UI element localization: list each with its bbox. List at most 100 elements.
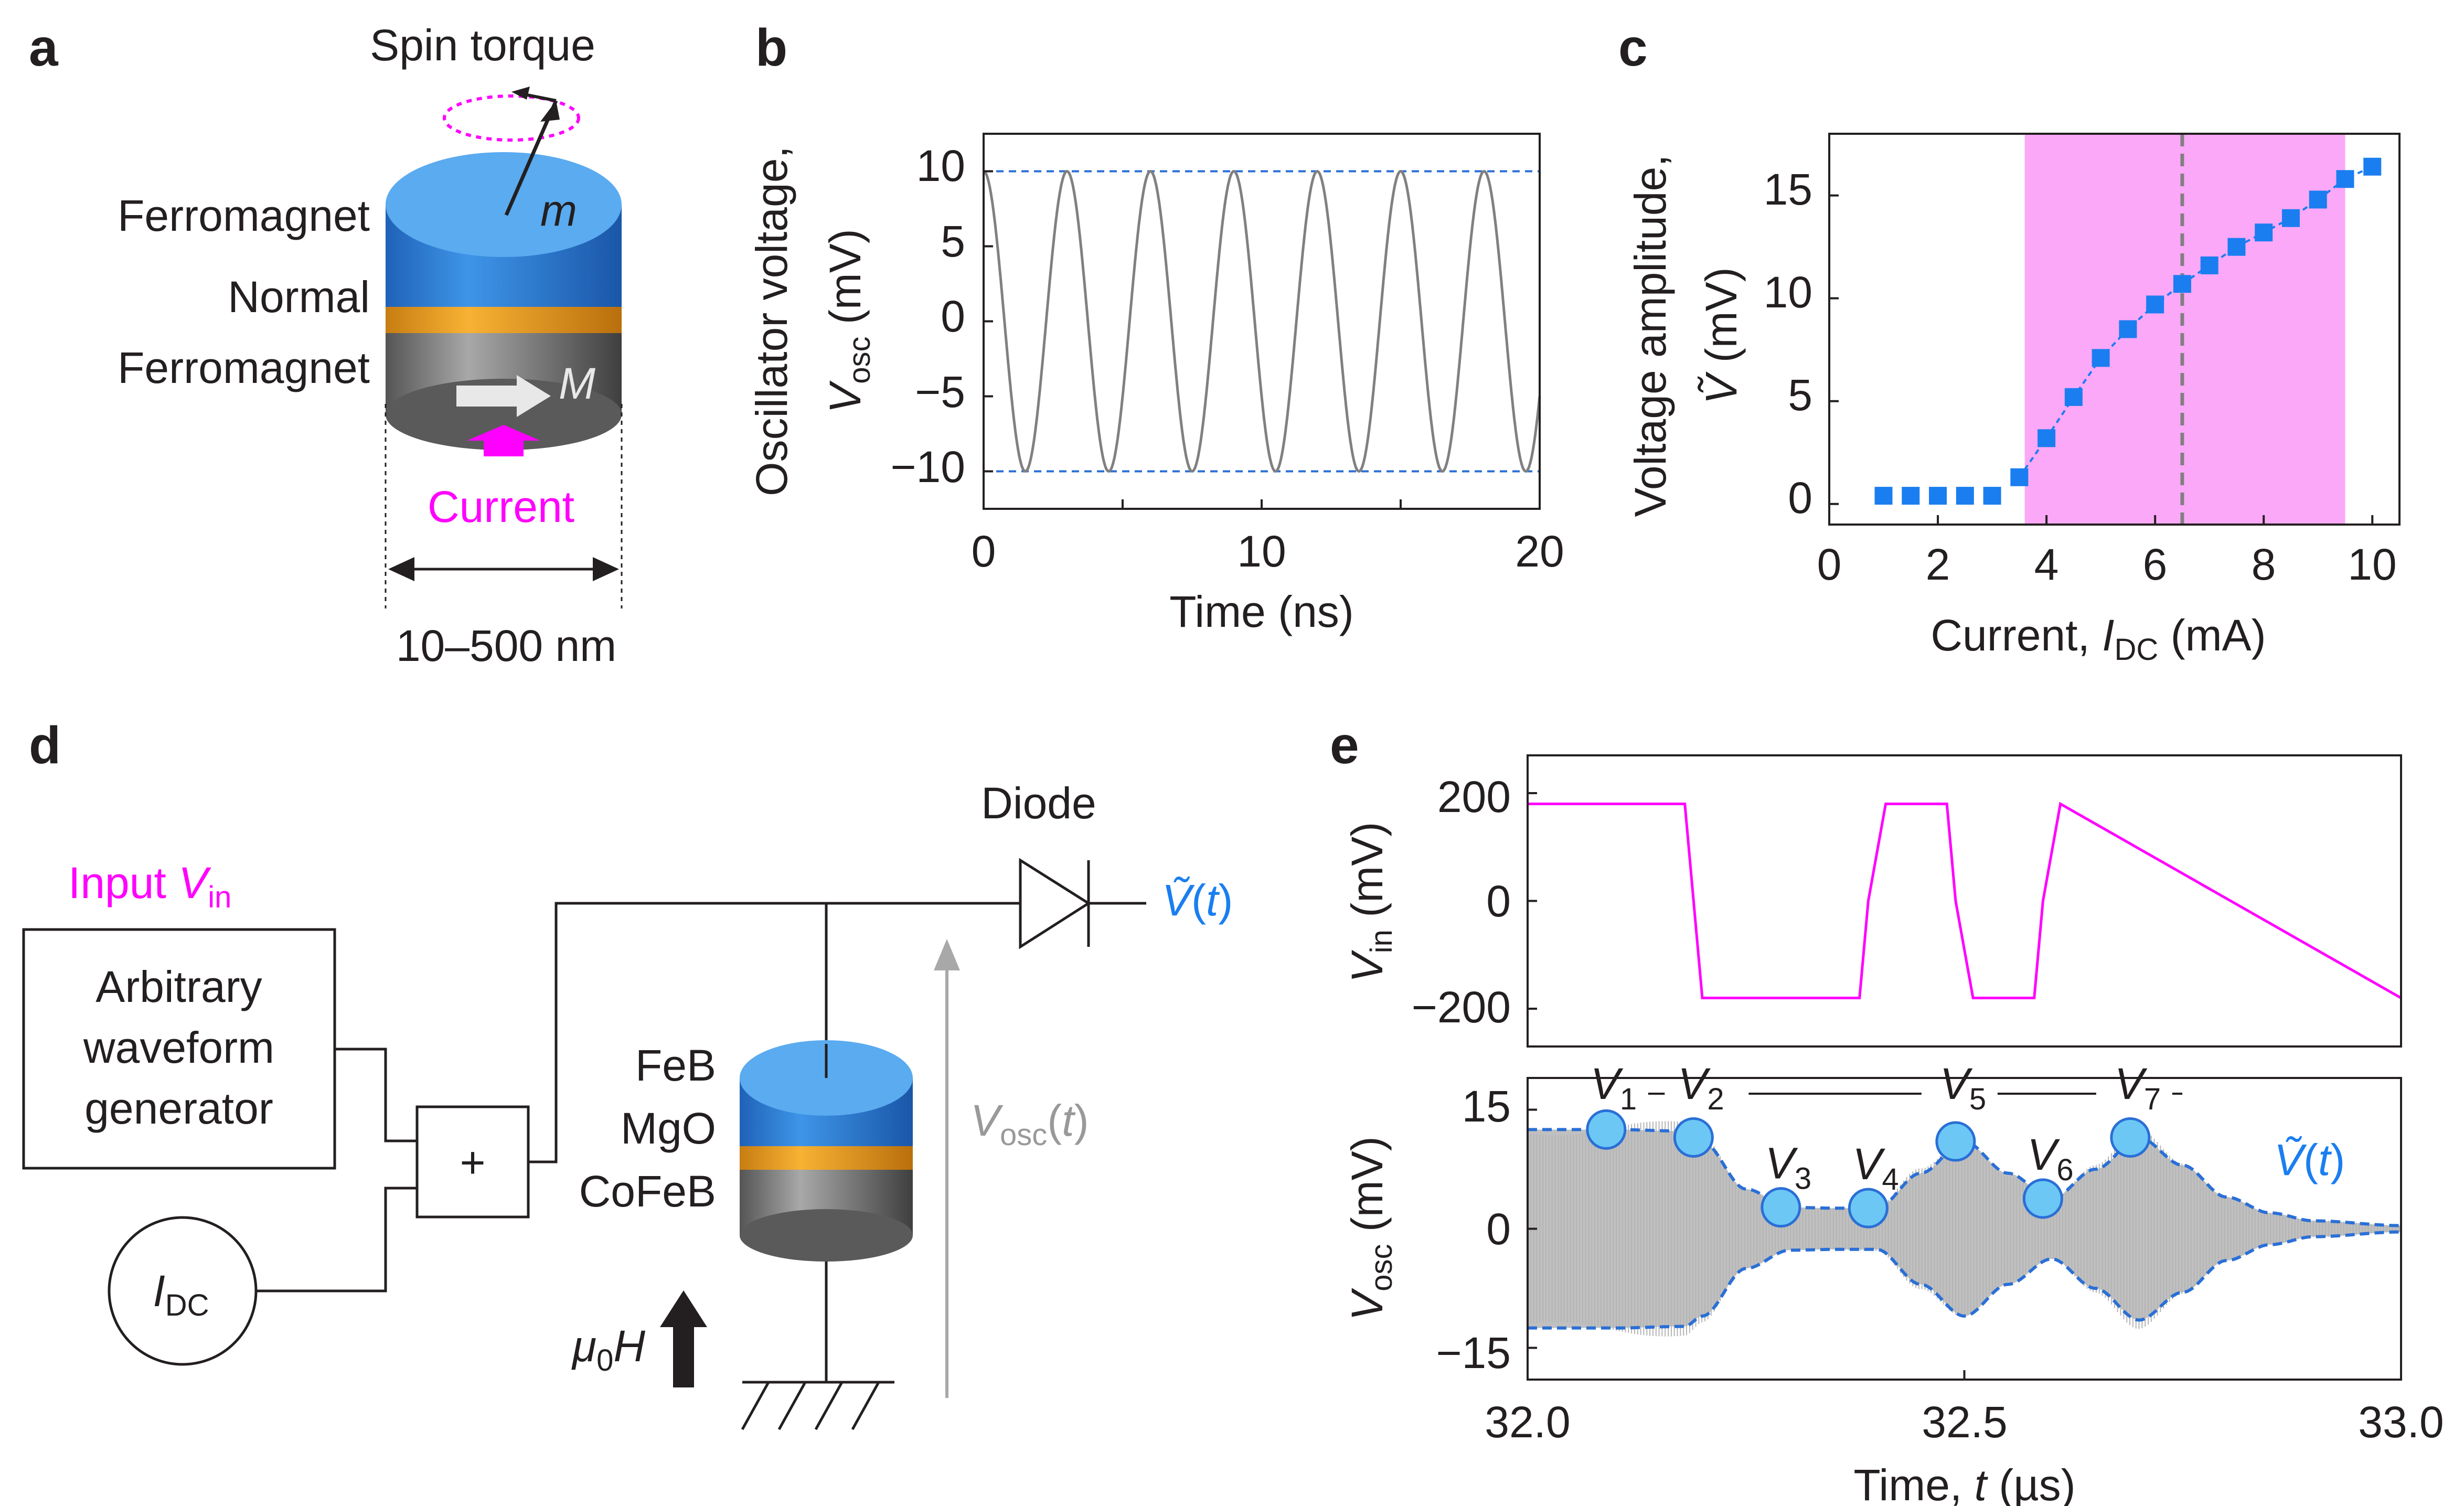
- point-label-3: V3: [1765, 1139, 1811, 1196]
- c-ytick-3: 15: [1764, 165, 1812, 214]
- envelope-point-1: [1586, 1109, 1627, 1150]
- panel-c-label: c: [1618, 18, 1648, 77]
- panel-e-top-plot: [1528, 792, 2402, 1010]
- envelope-point-6: [2022, 1178, 2063, 1219]
- current-arrow: [467, 425, 540, 456]
- idc-label: IDC: [153, 1266, 209, 1322]
- e-xtick-1: 32.5: [1922, 1397, 2008, 1447]
- data-point-1: [1902, 487, 1920, 505]
- c-ylabel-symbol: Ṽ (mV): [1697, 267, 1746, 404]
- b-ylabel-symbol: Vosc (mV): [820, 229, 877, 413]
- c-xtick-1: 2: [1926, 540, 1950, 589]
- wire-adder-node: [528, 902, 1020, 1163]
- envelope-point-4: [1848, 1188, 1889, 1229]
- panel-b: b 0 10 20 10 5 0 −5 −10 Time (ns) Oscill…: [747, 18, 1564, 636]
- e-top-ylabel: Vin (mV): [1342, 822, 1399, 982]
- m-label: m: [540, 186, 577, 235]
- e-bot-ytick-1: 0: [1486, 1204, 1511, 1254]
- e-bot-ytick-2: −15: [1436, 1328, 1511, 1377]
- panel-c-frame: [1828, 133, 2401, 526]
- adder-symbol: +: [460, 1138, 485, 1187]
- layer-normal: Normal: [228, 272, 370, 322]
- envelope-label: Ṽ(t): [2274, 1135, 2345, 1184]
- data-point-16: [2309, 190, 2327, 209]
- point-label-6: V6: [2027, 1130, 2073, 1187]
- size-arrowhead-right: [593, 557, 619, 581]
- vosc-label: Vosc(t): [970, 1096, 1089, 1152]
- e-xtick-0: 32.0: [1485, 1397, 1571, 1447]
- size-arrowhead-left: [388, 557, 414, 581]
- data-point-11: [2173, 275, 2191, 293]
- data-point-17: [2336, 170, 2354, 188]
- awg-line2: waveform: [83, 1023, 274, 1072]
- c-ytick-2: 10: [1764, 268, 1812, 317]
- panel-a-label: a: [29, 18, 59, 77]
- panel-b-label: b: [755, 18, 787, 77]
- data-point-0: [1874, 487, 1893, 505]
- b-xtick-1: 10: [1237, 527, 1286, 576]
- b-ylabel: Oscillator voltage,: [747, 146, 796, 496]
- panel-e-label: e: [1330, 716, 1359, 775]
- e-bot-ylabel: Vosc (mV): [1342, 1136, 1399, 1321]
- data-point-13: [2227, 238, 2246, 256]
- data-point-2: [1929, 487, 1947, 505]
- b-xtick-0: 0: [972, 527, 996, 576]
- current-label: Current: [428, 482, 574, 531]
- wire-awg-adder: [335, 1048, 417, 1142]
- data-point-18: [2363, 157, 2382, 176]
- panel-c-plot: [1828, 134, 2382, 525]
- e-top-ytick-2: −200: [1412, 982, 1511, 1032]
- b-ytick-0: 10: [916, 141, 965, 190]
- c-ylabel: Voltage amplitude,: [1626, 154, 1675, 517]
- M-label: M: [559, 359, 595, 408]
- panel-e-bottom-frame: [1527, 1077, 2402, 1381]
- envelope-point-2: [1673, 1117, 1714, 1158]
- spin-torque-label: Spin torque: [370, 20, 595, 70]
- layer-ferromagnet-top: Ferromagnet: [118, 191, 370, 240]
- fixed-magnetization-arrowhead: [517, 375, 551, 417]
- panel-b-frame: [983, 133, 1541, 510]
- input-vin-label: Input Vin: [68, 858, 231, 914]
- vin-trace: [1528, 802, 2402, 999]
- wire-idc-adder: [256, 1187, 417, 1293]
- b-ytick-2: 0: [941, 292, 965, 341]
- precession-orbit: [443, 94, 580, 142]
- header-band: [1537, 1067, 2167, 1107]
- c-xtick-0: 0: [1817, 540, 1842, 589]
- layer-feb: FeB: [635, 1041, 716, 1090]
- b-ytick-3: −5: [915, 367, 965, 416]
- c-xtick-5: 10: [2348, 540, 2396, 589]
- c-xtick-3: 6: [2143, 540, 2168, 589]
- e-xlabel: Time, t (µs): [1853, 1460, 2075, 1506]
- point-label-4: V4: [1852, 1139, 1898, 1197]
- b-xlabel: Time (ns): [1169, 587, 1354, 636]
- spin-torque-arrowhead: [511, 87, 530, 100]
- c-xlabel: Current, IDC (mA): [1930, 611, 2266, 667]
- panel-c: c 0 2 4 6 8 10 0 5 10 15 Current, IDC (m…: [1618, 18, 2401, 667]
- b-ytick-4: −10: [891, 442, 966, 492]
- field-arrow: [660, 1290, 707, 1387]
- data-point-3: [1956, 487, 1974, 505]
- data-point-5: [2010, 468, 2029, 486]
- envelope-point-3: [1761, 1187, 1801, 1228]
- e-bot-ytick-0: 15: [1462, 1082, 1511, 1131]
- panel-b-plot: [983, 169, 1541, 509]
- ground-symbol: [741, 1381, 894, 1430]
- panel-e-top-frame: [1527, 754, 2402, 1048]
- panel-d: d Input Vin Arbitrary waveform generator…: [22, 716, 1233, 1430]
- awg-line3: generator: [84, 1084, 273, 1133]
- field-label: μ0H: [571, 1321, 645, 1377]
- shaded-region: [2024, 134, 2345, 525]
- e-top-ytick-0: 200: [1437, 772, 1511, 821]
- envelope-point-7: [2110, 1117, 2151, 1158]
- oscillator-trace: [983, 169, 1541, 473]
- c-xtick-4: 8: [2252, 540, 2276, 589]
- b-xtick-2: 20: [1515, 527, 1564, 576]
- m-arrowhead: [540, 101, 560, 122]
- diode-output-label: Ṽ(t): [1162, 875, 1233, 925]
- size-label: 10–500 nm: [396, 621, 616, 670]
- e-top-ytick-1: 0: [1486, 877, 1511, 926]
